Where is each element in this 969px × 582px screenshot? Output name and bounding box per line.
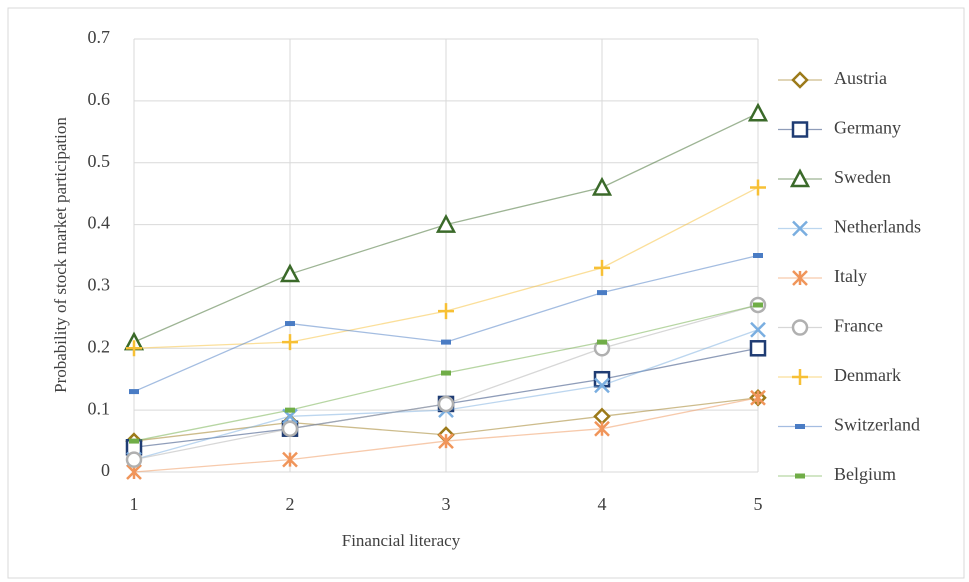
marker — [437, 395, 455, 413]
marker — [441, 339, 451, 345]
y-tick-label: 0.6 — [88, 89, 111, 109]
legend-label: Sweden — [834, 167, 891, 187]
marker — [594, 377, 610, 394]
marker — [791, 121, 809, 138]
marker — [441, 370, 451, 376]
legend-label: Belgium — [834, 464, 896, 484]
series — [126, 179, 766, 357]
marker — [792, 220, 808, 237]
y-tick-label: 0.7 — [88, 27, 111, 47]
marker — [285, 407, 295, 413]
y-tick-label: 0.4 — [88, 213, 111, 233]
series — [129, 253, 763, 395]
y-tick-label: 0.2 — [88, 336, 111, 356]
x-axis-label: Financial literacy — [342, 531, 461, 550]
marker — [750, 389, 766, 406]
marker — [789, 168, 811, 188]
marker — [125, 451, 143, 468]
y-axis-label: Probability of stock market participatio… — [51, 117, 70, 393]
marker — [438, 303, 454, 320]
x-tick-label: 4 — [598, 494, 607, 514]
legend-label: France — [834, 316, 883, 336]
marker — [126, 340, 142, 357]
marker — [129, 438, 139, 444]
marker — [747, 102, 769, 122]
x-tick-label: 3 — [442, 494, 451, 514]
x-tick-label: 5 — [754, 494, 763, 514]
legend-label: Netherlands — [834, 217, 921, 237]
legend-label: Denmark — [834, 365, 901, 385]
marker — [749, 340, 767, 357]
legend-label: Switzerland — [834, 415, 920, 435]
legend-label: Austria — [834, 68, 887, 88]
marker — [792, 270, 808, 286]
marker — [792, 369, 808, 385]
marker — [791, 319, 809, 336]
marker — [594, 259, 610, 276]
marker — [791, 71, 809, 89]
marker — [591, 176, 613, 196]
marker — [129, 389, 139, 395]
series — [126, 389, 766, 480]
marker — [750, 179, 766, 196]
marker — [282, 451, 298, 468]
marker — [753, 253, 763, 258]
legend-label: Italy — [834, 266, 867, 286]
marker — [753, 302, 763, 308]
x-tick-label: 1 — [130, 494, 139, 514]
marker — [281, 420, 299, 437]
marker — [597, 290, 607, 296]
y-tick-label: 0.5 — [88, 151, 111, 171]
marker — [795, 473, 805, 479]
marker — [285, 321, 295, 327]
marker — [795, 424, 805, 429]
y-tick-label: 0.3 — [88, 275, 111, 295]
legend-label: Germany — [834, 118, 901, 138]
marker — [750, 321, 766, 338]
marker — [594, 420, 610, 437]
marker — [435, 213, 457, 233]
x-tick-label: 2 — [286, 494, 295, 514]
y-tick-label: 0 — [101, 460, 110, 480]
series — [125, 296, 767, 468]
y-tick-label: 0.1 — [88, 398, 111, 418]
marker — [282, 334, 298, 351]
chart-border — [7, 7, 965, 579]
marker — [597, 339, 607, 345]
series — [129, 302, 763, 444]
marker — [279, 263, 301, 283]
marker — [438, 433, 454, 449]
